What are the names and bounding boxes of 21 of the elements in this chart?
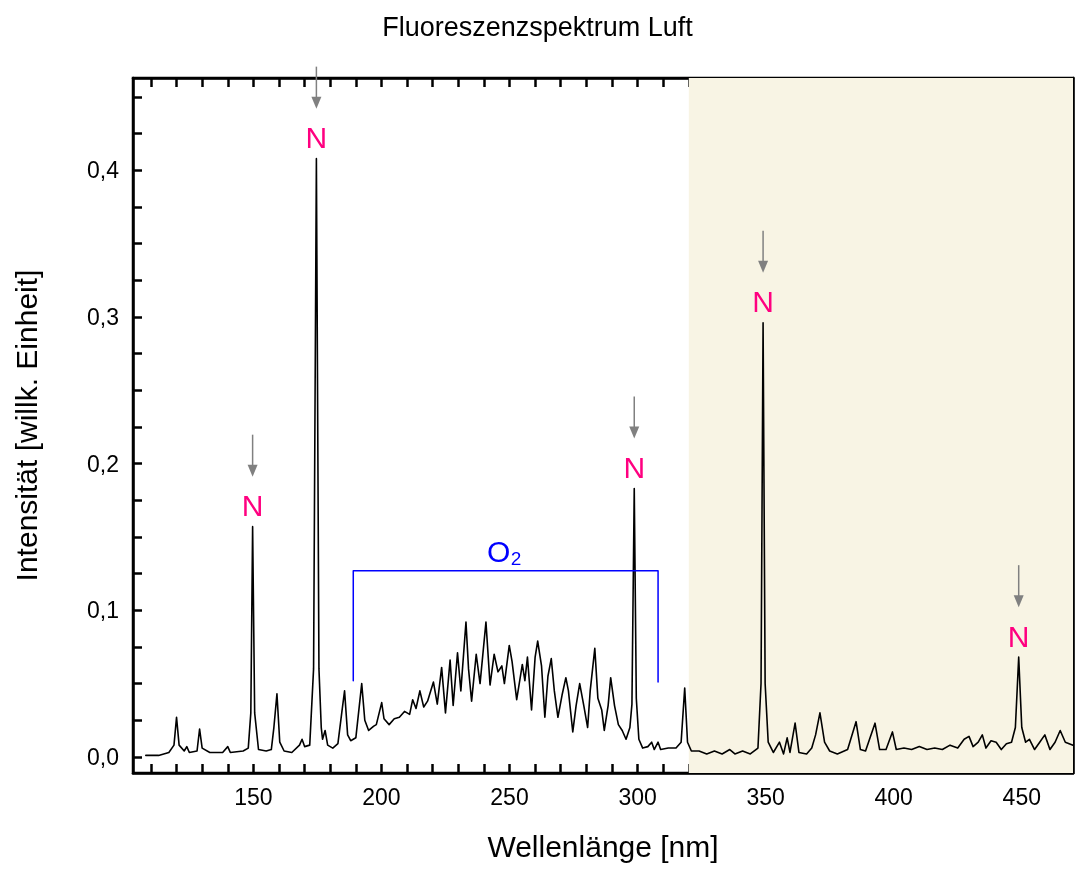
- y-tick-label: 0,4: [87, 157, 120, 184]
- x-tick-label: 250: [490, 783, 529, 810]
- x-axis-title: Wellenlänge [nm]: [487, 829, 719, 863]
- annotation: N: [305, 121, 328, 155]
- annotation: N: [1007, 619, 1030, 653]
- y-tick-label: 0,0: [87, 743, 119, 770]
- x-tick-label: 450: [1002, 783, 1041, 810]
- annotation: O₂: [486, 535, 522, 569]
- x-tick-label: 200: [362, 783, 401, 810]
- annotation: N: [623, 451, 646, 485]
- annotation: N: [241, 489, 264, 523]
- x-tick-label: 350: [746, 783, 785, 810]
- y-tick-label: 0,3: [87, 304, 119, 330]
- x-tick-label: 400: [874, 783, 913, 810]
- y-tick-label: 0,1: [87, 597, 119, 624]
- y-tick-label: 0,2: [87, 450, 119, 477]
- annotation: N: [752, 285, 774, 319]
- chart-title: Fluoreszenzspektrum Luft: [382, 11, 694, 42]
- x-tick-label: 300: [618, 783, 657, 810]
- y-axis-title: Intensität [willk. Einheit]: [9, 269, 43, 582]
- x-tick-label: 150: [234, 783, 273, 810]
